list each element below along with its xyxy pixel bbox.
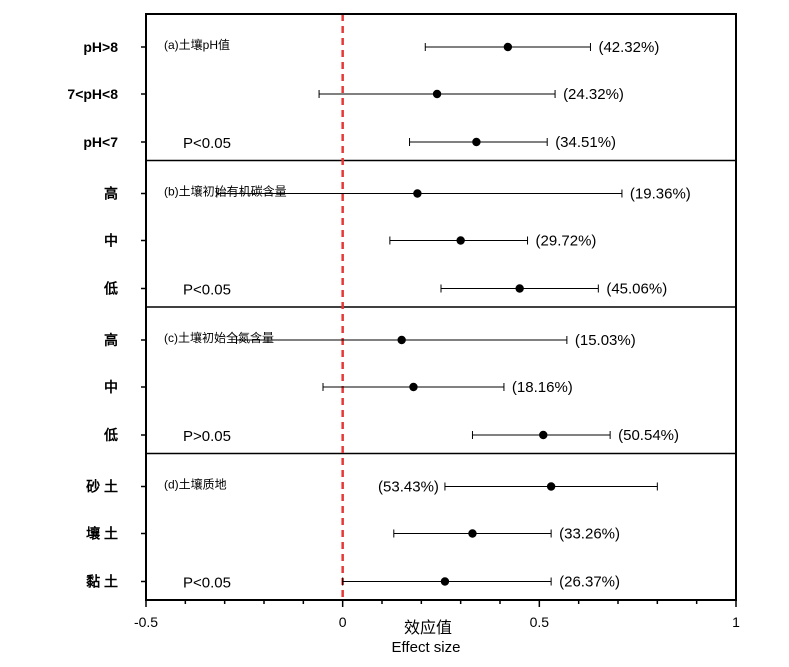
effect-point (503, 42, 513, 52)
x-tick-label: 1 (732, 614, 740, 630)
row-label: 低 (103, 427, 118, 443)
panel-title: (d)土壤质地 (164, 477, 227, 492)
percent-label: (29.72%) (536, 233, 597, 250)
p-value-label: P<0.05 (183, 282, 231, 299)
effect-point (440, 577, 450, 586)
x-axis-title-cn: 效应值 (404, 618, 452, 637)
panel-title: (a)土壤pH值 (164, 37, 230, 52)
p-value-label: P<0.05 (183, 575, 231, 592)
x-tick-label: 0 (339, 614, 347, 630)
p-value-label: P<0.05 (183, 135, 231, 152)
row-label: 壤 土 (86, 526, 118, 542)
effect-point (409, 382, 418, 392)
percent-label: (50.54%) (618, 427, 679, 444)
percent-label: (34.51%) (555, 134, 616, 151)
effect-point (468, 529, 477, 538)
row-label: pH>8 (83, 39, 118, 55)
row-label: 砂 土 (85, 479, 118, 495)
row-label: 低 (103, 281, 118, 297)
effect-point (397, 335, 406, 345)
percent-label: (53.43%) (378, 479, 439, 496)
x-axis-title-en: Effect size (392, 639, 461, 656)
percent-label: (18.16%) (512, 379, 573, 396)
percent-label: (26.37%) (559, 574, 620, 591)
x-tick-label: -0.5 (134, 614, 158, 630)
effect-point (432, 89, 442, 99)
percent-label: (19.36%) (630, 186, 691, 203)
row-label: 高 (104, 332, 118, 348)
effect-point (546, 482, 556, 491)
percent-label: (33.26%) (559, 526, 620, 543)
p-value-label: P>0.05 (183, 428, 231, 445)
row-label: 中 (104, 379, 118, 395)
effect-point (413, 189, 422, 198)
percent-label: (45.06%) (606, 281, 667, 298)
panel-title: (c)土壤初始全氮含量 (164, 330, 274, 345)
percent-label: (24.32%) (563, 86, 624, 103)
panel-title: (b)土壤初始有机碳含量 (164, 184, 287, 199)
row-label: pH<7 (83, 134, 118, 150)
effect-point (472, 137, 481, 147)
row-label: 黏 土 (86, 574, 118, 590)
percent-label: (15.03%) (575, 332, 636, 349)
effect-point (515, 284, 524, 293)
percent-label: (42.32%) (598, 39, 659, 56)
row-label: 7<pH<8 (67, 86, 118, 102)
plot-frame (145, 13, 737, 601)
row-label: 中 (104, 233, 118, 249)
effect-point (456, 236, 465, 245)
x-tick-label: 0.5 (530, 614, 550, 630)
row-label: 高 (104, 186, 118, 202)
effect-point (539, 430, 548, 440)
